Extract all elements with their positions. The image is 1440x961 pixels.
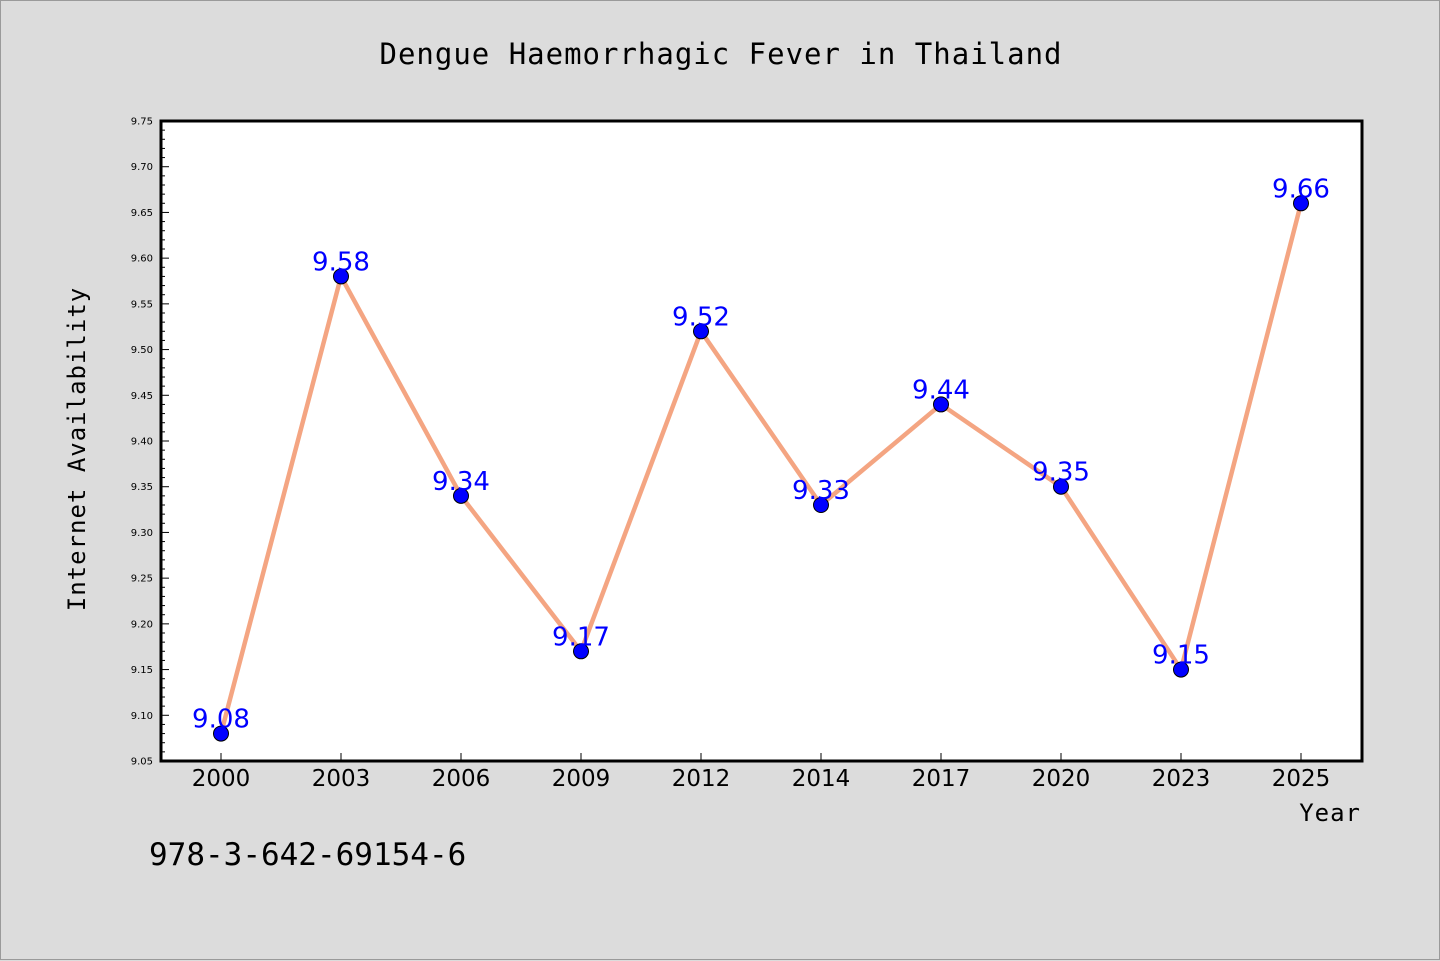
data-label: 9.66	[1272, 174, 1330, 204]
data-point	[693, 323, 709, 340]
x-tick-label: 2003	[312, 766, 371, 792]
y-axis: 9.05 9.10 9.15 9.20 9.25 9.30 9.35 9.40 9.45 9.50…	[131, 117, 169, 768]
data-label: 9.34	[432, 467, 490, 497]
y-tick-label: 9.20	[131, 619, 153, 630]
y-tick-label: 9.60	[131, 254, 153, 265]
isbn-annotation: 978-3-642-69154-6	[149, 837, 466, 873]
data-label: 9.58	[312, 247, 370, 277]
data-label: 9.15	[1152, 641, 1210, 671]
y-tick-label: 9.05	[131, 757, 153, 768]
x-tick-label: 2012	[672, 766, 731, 792]
series-1: 9.08 9.58 9.34 9.17 9.52 9.33 9.44 9.35 9.15 9.66	[192, 174, 1330, 742]
data-point	[933, 396, 949, 413]
data-point	[453, 487, 469, 504]
data-point	[1293, 195, 1309, 212]
data-label: 9.17	[552, 622, 610, 652]
x-tick-label: 2020	[1032, 766, 1091, 792]
y-tick-label: 9.10	[131, 711, 153, 722]
y-tick-label: 9.70	[131, 162, 153, 173]
x-axis: 2000 2003 2006 2009 2012 2014 2017 2020 2023 2025	[192, 753, 1331, 792]
data-label: 9.08	[192, 705, 250, 735]
y-tick-label: 9.25	[131, 574, 153, 585]
chart-title: Dengue Haemorrhagic Fever in Thailand	[379, 37, 1062, 71]
x-tick-label: 2025	[1272, 766, 1331, 792]
x-tick-label: 2006	[432, 766, 491, 792]
x-tick-label: 2014	[792, 766, 851, 792]
y-axis-label: Internet Availability	[63, 287, 91, 611]
data-label: 9.35	[1032, 458, 1090, 488]
y-tick-label: 9.15	[131, 665, 153, 676]
data-label: 9.33	[792, 476, 850, 506]
y-tick-label: 9.45	[131, 391, 153, 402]
series-line	[218, 202, 1304, 735]
x-tick-label: 2009	[552, 766, 611, 792]
data-point	[573, 643, 589, 660]
data-point	[1053, 478, 1069, 495]
data-point	[813, 497, 829, 513]
y-tick-label: 9.65	[131, 208, 153, 219]
y-tick-label: 9.30	[131, 528, 153, 539]
data-label: 9.44	[912, 375, 970, 405]
y-tick-label: 9.50	[131, 345, 153, 356]
y-tick-label: 9.35	[131, 482, 153, 493]
x-tick-label: 2023	[1152, 766, 1211, 792]
y-tick-label: 9.75	[131, 117, 153, 128]
y-tick-label: 9.40	[131, 437, 153, 448]
x-axis-label: Year	[1299, 799, 1361, 827]
data-point	[213, 725, 229, 742]
data-point	[1173, 661, 1189, 678]
data-point	[333, 268, 349, 285]
data-label: 9.52	[672, 302, 730, 332]
plot-area	[159, 119, 1364, 763]
x-tick-label: 2000	[192, 766, 251, 792]
x-tick-label: 2017	[912, 766, 971, 792]
y-tick-label: 9.55	[131, 299, 153, 310]
